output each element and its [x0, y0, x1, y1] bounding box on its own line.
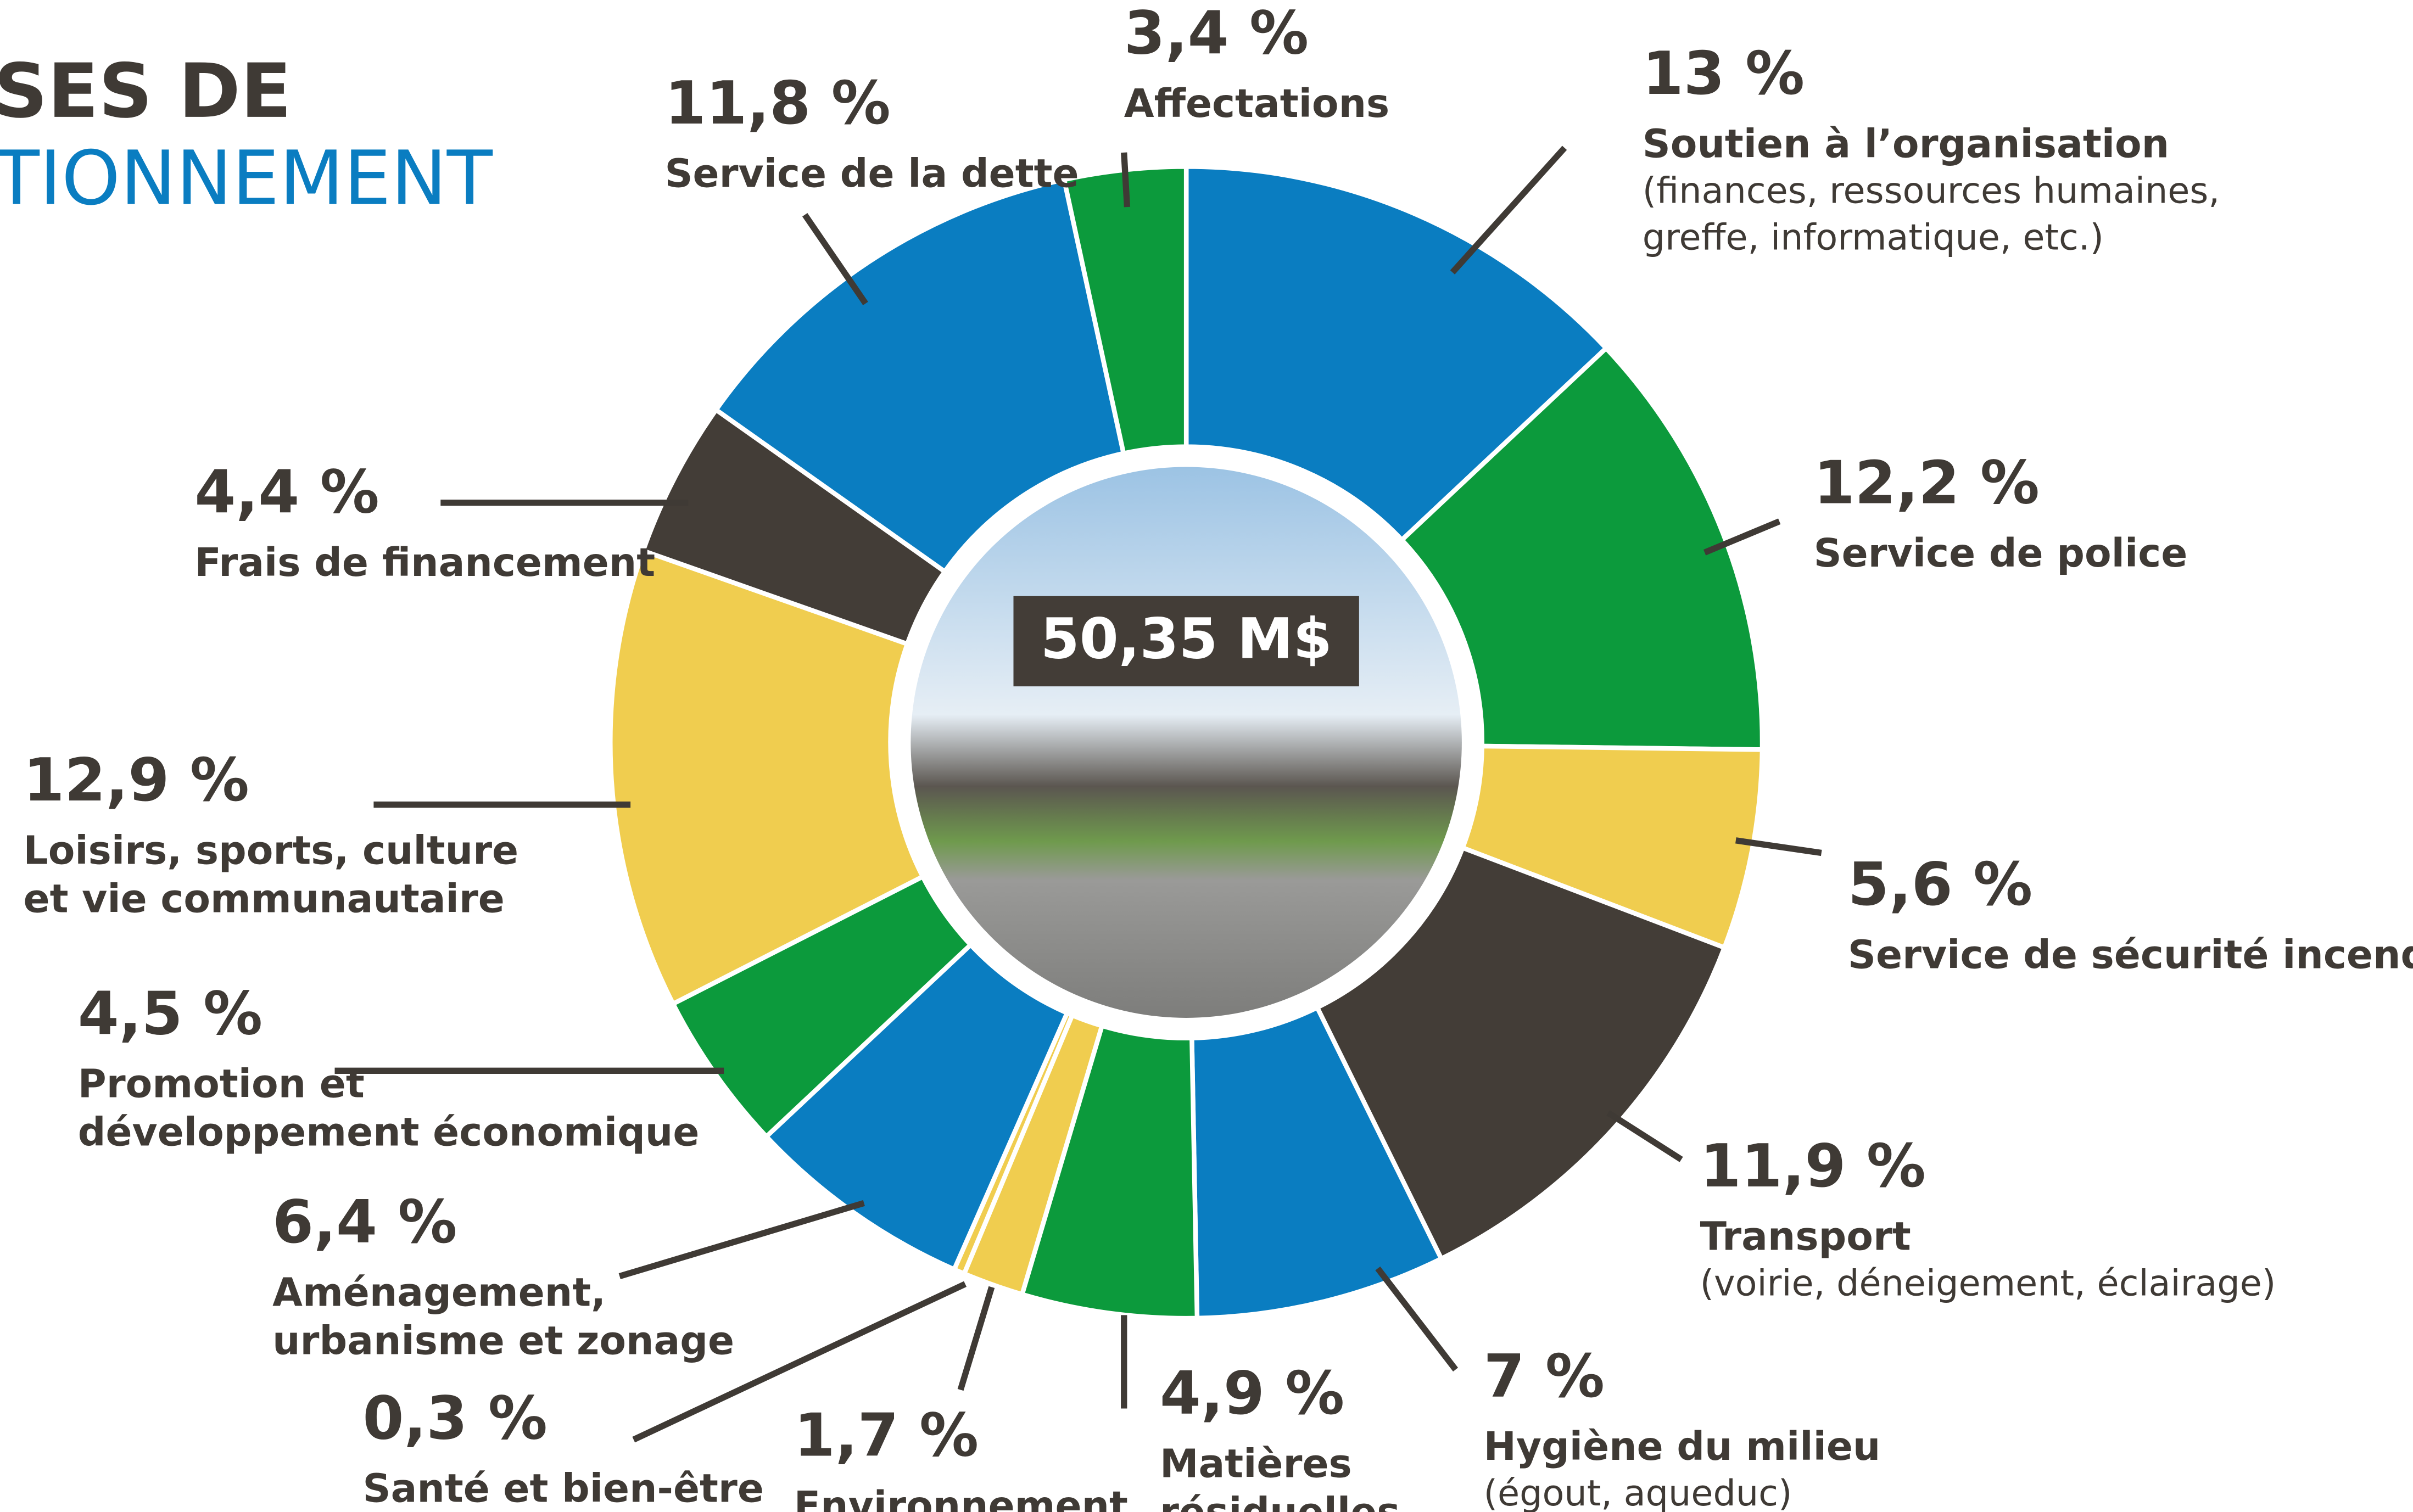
category-line: Affectations: [1124, 80, 1389, 126]
category-description: (voirie, déneigement, éclairage): [1700, 1263, 2276, 1304]
category-label: Frais de financement: [194, 540, 655, 585]
category-line: Service de sécurité incendie: [1848, 932, 2413, 977]
value-label: 5,6 %: [1848, 850, 2032, 919]
category-line: Environnement: [794, 1482, 1128, 1512]
category-label: Service de la dette: [664, 150, 1079, 196]
leader-line: [957, 1286, 995, 1391]
category-line: résiduelles: [1160, 1489, 1400, 1512]
category-line: Transport: [1700, 1213, 1911, 1259]
category-label: Aménagement, urbanisme et zonage: [272, 1269, 734, 1363]
total-label: 50,35 M$: [1041, 607, 1332, 672]
description-line: (voirie, déneigement, éclairage): [1700, 1263, 2276, 1304]
category-line: Service de police: [1814, 530, 2188, 576]
total-box: [1013, 596, 1359, 687]
center-photo: [911, 467, 1462, 1018]
category-label: Soutien à l’organisation: [1643, 121, 2169, 166]
leader-line: [632, 1281, 967, 1443]
value-label: 4,9 %: [1160, 1359, 1344, 1428]
value-label: 4,5 %: [78, 979, 262, 1048]
category-label: Matières résiduelles: [1160, 1441, 1400, 1512]
value-label: 6,4 %: [272, 1188, 457, 1257]
leader-line: [1735, 837, 1822, 856]
title: SES DE: [0, 48, 292, 135]
donut: [608, 164, 1765, 1321]
value-label: 3,4 %: [1124, 0, 1309, 68]
leader-line: [618, 1200, 865, 1279]
category-line: urbanisme et zonage: [272, 1318, 734, 1363]
leader-line: [1375, 1266, 1459, 1372]
value-label: 11,8 %: [664, 69, 890, 138]
category-label: Affectations: [1124, 80, 1389, 126]
value-label: 7 %: [1484, 1342, 1605, 1411]
category-label: Environnement: [794, 1482, 1128, 1512]
category-line: Santé et bien-être: [363, 1465, 764, 1511]
value-label: 11,9 %: [1700, 1132, 1926, 1201]
title: TIONNEMENT: [0, 136, 493, 222]
category-label: Service de sécurité incendie: [1848, 932, 2413, 977]
category-line: Service de la dette: [664, 150, 1079, 196]
category-line: Soutien à l’organisation: [1643, 121, 2169, 166]
category-label: Service de police: [1814, 530, 2188, 576]
category-line: Frais de financement: [194, 540, 655, 585]
leader-line: [1121, 152, 1131, 208]
category-label: Hygiène du milieu: [1484, 1424, 1881, 1469]
category-label: Santé et bien-être: [363, 1465, 764, 1511]
leader-line: [802, 212, 868, 305]
description-line: greffe, informatique, etc.): [1643, 217, 2104, 259]
category-line: Promotion et: [78, 1061, 365, 1106]
value-label: 13 %: [1643, 40, 1805, 108]
value-label: 0,3 %: [363, 1384, 548, 1453]
category-description: (égout, aqueduc): [1484, 1472, 1792, 1512]
category-label: Transport: [1700, 1213, 1911, 1259]
leader-line: [1703, 518, 1781, 556]
category-label: Promotion et développement économique: [78, 1061, 700, 1155]
category-line: Matières: [1160, 1441, 1352, 1486]
category-line: Hygiène du milieu: [1484, 1424, 1881, 1469]
value-label: 12,2 %: [1814, 449, 2040, 518]
value-label: 4,4 %: [194, 458, 379, 527]
category-line: Loisirs, sports, culture: [24, 827, 519, 873]
description-line: (finances, ressources humaines,: [1643, 170, 2220, 212]
category-description: (finances, ressources humaines, greffe, i…: [1643, 170, 2220, 259]
description-line: (égout, aqueduc): [1484, 1472, 1792, 1512]
value-label: 12,9 %: [24, 746, 249, 815]
category-line: développement économique: [78, 1109, 700, 1155]
category-label: Loisirs, sports, culture et vie communaut…: [24, 827, 519, 921]
leader-line: [1450, 145, 1567, 275]
leader-line: [1606, 1110, 1683, 1162]
category-line: Aménagement,: [272, 1269, 606, 1315]
category-line: et vie communautaire: [24, 876, 505, 921]
value-label: 1,7 %: [794, 1401, 979, 1470]
